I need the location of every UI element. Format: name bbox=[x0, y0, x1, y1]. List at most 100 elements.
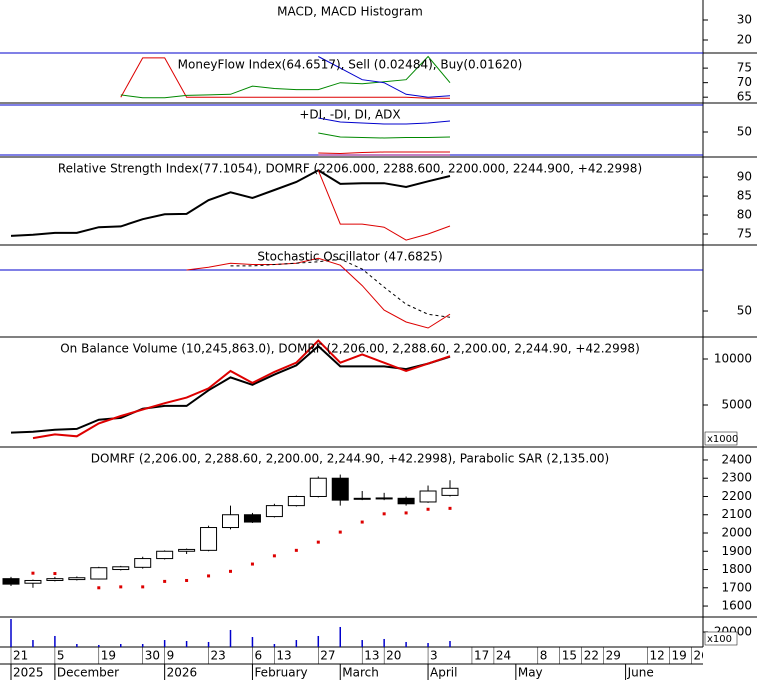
indicator-line bbox=[318, 117, 451, 125]
sar-dot bbox=[338, 530, 342, 534]
y-tick-label: 1900 bbox=[721, 544, 752, 558]
sar-dot bbox=[185, 578, 189, 582]
candle-body bbox=[287, 495, 305, 507]
month-label: March bbox=[342, 666, 379, 680]
indicator-line bbox=[317, 170, 451, 241]
candle-body bbox=[90, 567, 108, 580]
indicator-line bbox=[230, 258, 451, 318]
y-tick-label: 85 bbox=[737, 189, 752, 203]
sar-dot bbox=[97, 586, 101, 590]
candle-body bbox=[68, 577, 86, 581]
indicator-line bbox=[120, 57, 450, 99]
y-tick-label: 50 bbox=[737, 304, 752, 318]
sar-dot bbox=[53, 572, 57, 576]
y-tick-label: 2300 bbox=[721, 471, 752, 485]
y-tick-label: 10000 bbox=[714, 352, 752, 366]
y-tick-label: 90 bbox=[737, 170, 752, 184]
sar-dot bbox=[272, 554, 276, 558]
indicator-line bbox=[318, 56, 451, 98]
candle-body bbox=[375, 497, 393, 500]
candle-body bbox=[200, 527, 218, 551]
indicator-line bbox=[10, 344, 451, 434]
x-tick-label: 9 bbox=[167, 649, 175, 663]
month-label: 2025 bbox=[13, 666, 44, 680]
candle-body bbox=[178, 548, 196, 552]
pane-title: DOMRF (2,206.00, 2,288.60, 2,200.00, 2,2… bbox=[91, 452, 609, 466]
candle-body bbox=[156, 550, 174, 560]
candle-body bbox=[24, 579, 42, 584]
x-tick-label: 26 bbox=[693, 649, 708, 663]
x-tick-label: 23 bbox=[211, 649, 226, 663]
x-tick-label: 3 bbox=[430, 649, 438, 663]
sar-dot bbox=[448, 506, 452, 510]
x-tick-label: 5 bbox=[57, 649, 65, 663]
sar-dot bbox=[426, 507, 430, 511]
x-tick-label: 13 bbox=[276, 649, 291, 663]
sar-dot bbox=[163, 579, 167, 583]
indicator-line bbox=[318, 132, 451, 139]
unit-label: x100 bbox=[707, 634, 732, 645]
sar-dot bbox=[31, 571, 35, 575]
pane-title: +DI, -DI, DI, ADX bbox=[299, 108, 400, 122]
indicator-line bbox=[318, 151, 450, 155]
x-tick-label: 30 bbox=[145, 649, 160, 663]
unit-box bbox=[704, 631, 738, 646]
x-tick-label: 17 bbox=[474, 649, 489, 663]
indicator-line bbox=[10, 169, 451, 237]
sar-dot bbox=[382, 512, 386, 516]
x-tick-label: 19 bbox=[672, 649, 687, 663]
y-tick-label: 80 bbox=[737, 208, 752, 222]
candle-body bbox=[134, 558, 152, 568]
candle-body bbox=[331, 477, 349, 501]
y-tick-label: 2200 bbox=[721, 489, 752, 503]
y-tick-label: 75 bbox=[737, 227, 752, 241]
y-tick-label: 30 bbox=[737, 13, 752, 27]
candle-body bbox=[353, 497, 371, 500]
x-tick-label: 6 bbox=[254, 649, 262, 663]
sar-dot bbox=[207, 574, 211, 578]
y-tick-label: 5000 bbox=[721, 398, 752, 412]
month-label: May bbox=[518, 666, 543, 680]
y-tick-label: 70 bbox=[737, 75, 752, 89]
pane-title: MACD, MACD Histogram bbox=[277, 5, 423, 19]
month-label: 2026 bbox=[167, 666, 198, 680]
x-tick-label: 29 bbox=[606, 649, 621, 663]
sar-dot bbox=[316, 540, 320, 544]
candle-body bbox=[46, 578, 64, 581]
candle-body bbox=[309, 477, 327, 497]
x-tick-label: 15 bbox=[562, 649, 577, 663]
x-tick-label: 13 bbox=[364, 649, 379, 663]
y-tick-label: 1800 bbox=[721, 562, 752, 576]
candle-body bbox=[112, 566, 130, 571]
y-tick-label: 1600 bbox=[721, 599, 752, 613]
x-tick-label: 19 bbox=[101, 649, 116, 663]
candle-body bbox=[419, 490, 437, 503]
y-tick-label: 2100 bbox=[721, 507, 752, 521]
pane-title: MoneyFlow Index(64.6517), Sell (0.02484)… bbox=[178, 58, 523, 72]
sar-dot bbox=[404, 511, 408, 515]
indicator-line bbox=[32, 339, 451, 440]
plot: 21 5 19 30 9 23 6 13 27 13 20 3 17 24 8 15 22 29 12 19 26 202… bbox=[0, 55, 708, 680]
sar-dot bbox=[294, 548, 298, 552]
unit-label: x1000 bbox=[707, 434, 738, 445]
candle-body bbox=[441, 487, 459, 496]
sar-dot bbox=[141, 585, 145, 589]
unit-box bbox=[704, 431, 738, 446]
candle-body bbox=[2, 578, 20, 585]
pane-title: Stochastic Oscillator (47.6825) bbox=[257, 250, 442, 264]
candle-body bbox=[243, 514, 261, 523]
month-label: June bbox=[627, 666, 654, 680]
x-tick-label: 20 bbox=[386, 649, 401, 663]
indicator-line bbox=[186, 257, 451, 329]
sar-dot bbox=[119, 585, 123, 589]
sar-dot bbox=[360, 520, 364, 524]
y-tick-label: 75 bbox=[737, 61, 752, 75]
y-tick-label: 1700 bbox=[721, 580, 752, 594]
y-tick-label: 65 bbox=[737, 90, 752, 104]
y-tick-label: 2000 bbox=[721, 526, 752, 540]
candle-body bbox=[265, 505, 283, 518]
indicator-line bbox=[120, 55, 451, 99]
y-tick-label: 2400 bbox=[721, 452, 752, 466]
sar-dot bbox=[229, 569, 232, 573]
